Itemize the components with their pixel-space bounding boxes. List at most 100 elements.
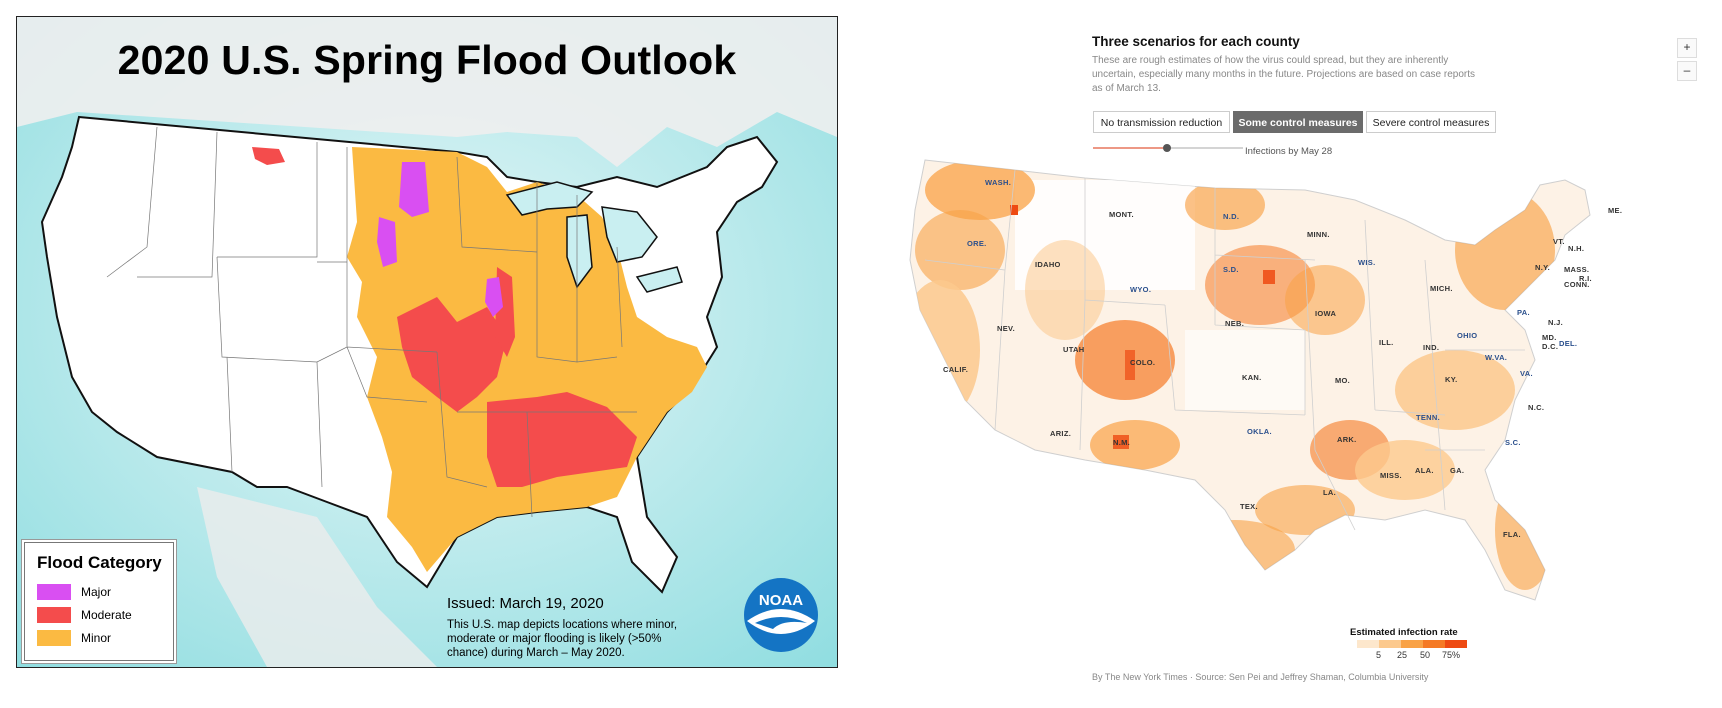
scale-swatch <box>1379 640 1402 648</box>
flood-category-legend: Flood Category Major Moderate Minor <box>24 542 174 661</box>
flood-outlook-map-panel: 2020 U.S. Spring Flood Outlook Flood Cat… <box>16 16 838 668</box>
tab-no-transmission-reduction[interactable]: No transmission reduction <box>1093 111 1230 133</box>
state-label-sc: S.C. <box>1505 438 1521 447</box>
state-label-ind: IND. <box>1423 343 1439 352</box>
state-label-nh: N.H. <box>1568 244 1584 253</box>
state-label-conn: CONN. <box>1564 280 1590 289</box>
legend-label-moderate: Moderate <box>81 607 132 622</box>
flood-major-area-red-river <box>399 162 429 217</box>
source-credit: By The New York Times · Source: Sen Pei … <box>1092 672 1429 682</box>
state-label-ark: ARK. <box>1337 435 1357 444</box>
state-borders <box>924 169 1525 531</box>
state-label-calif: CALIF. <box>943 365 968 374</box>
state-label-la: LA. <box>1323 488 1336 497</box>
map-title: 2020 U.S. Spring Flood Outlook <box>117 37 737 83</box>
state-label-idaho: IDAHO <box>1035 260 1061 269</box>
legend-label-major: Major <box>81 584 112 599</box>
state-label-fla: FLA. <box>1503 530 1521 539</box>
state-label-mich: MICH. <box>1430 284 1453 293</box>
state-label-miss: MISS. <box>1380 471 1402 480</box>
state-label-ohio: OHIO <box>1457 331 1477 340</box>
state-label-mo: MO. <box>1335 376 1350 385</box>
legend-swatch-major <box>37 583 71 600</box>
zoom-out-button[interactable]: – <box>1677 61 1697 81</box>
state-label-ill: ILL. <box>1379 338 1394 347</box>
state-label-del: DEL. <box>1559 339 1577 348</box>
state-label-vt: VT. <box>1553 237 1565 246</box>
tab-severe-control-measures[interactable]: Severe control measures <box>1366 111 1496 133</box>
state-borders <box>106 126 637 518</box>
state-label-iowa: IOWA <box>1315 309 1336 318</box>
flood-outlook-map <box>17 17 837 667</box>
state-label-nd: N.D. <box>1223 212 1239 221</box>
state-label-kan: KAN. <box>1242 373 1262 382</box>
state-label-sd: S.D. <box>1223 265 1239 274</box>
scale-title: Estimated infection rate <box>1350 627 1458 638</box>
state-label-nj: N.J. <box>1548 318 1563 327</box>
flood-moderate-area-south <box>487 392 637 487</box>
scale-swatch <box>1357 640 1380 648</box>
scale-tick: 5 <box>1376 650 1382 660</box>
map-description: This U.S. map depicts locations where mi… <box>447 619 678 659</box>
legend-swatch-minor <box>37 629 71 646</box>
state-label-ariz: ARIZ. <box>1050 429 1071 438</box>
state-label-ri: R.I. <box>1579 274 1592 283</box>
state-label-nm: N.M. <box>1113 438 1130 447</box>
state-label-ala: ALA. <box>1415 466 1434 475</box>
state-label-wva: W.VA. <box>1485 353 1507 362</box>
scale-swatch <box>1445 640 1467 648</box>
legend-item-major: Major <box>37 583 111 601</box>
state-label-dc: D.C. <box>1542 342 1558 351</box>
state-label-wyo: WYO. <box>1130 285 1151 294</box>
scale-tick: 25 <box>1397 650 1408 660</box>
state-labels: WASH. ORE. CALIF. IDAHO NEV. MONT. WYO. … <box>943 178 1622 539</box>
state-label-tex: TEX. <box>1240 502 1258 511</box>
slider-label: Infections by May 28 <box>1245 146 1333 157</box>
zoom-in-button[interactable]: + <box>1677 38 1697 58</box>
state-label-minn: MINN. <box>1307 230 1330 239</box>
scale-swatch <box>1401 640 1424 648</box>
tab-some-control-measures[interactable]: Some control measures <box>1233 111 1363 133</box>
infection-rate-scale <box>1357 640 1467 648</box>
state-label-tenn: TENN. <box>1416 413 1440 422</box>
state-label-md: MD. <box>1542 333 1557 342</box>
issued-date: Issued: March 19, 2020 <box>447 595 604 612</box>
legend-label-minor: Minor <box>81 630 112 645</box>
state-label-utah: UTAH <box>1063 345 1084 354</box>
state-label-mass: MASS. <box>1564 265 1589 274</box>
infection-rate-map: WASH. ORE. CALIF. IDAHO NEV. MONT. WYO. … <box>909 159 1622 601</box>
state-label-pa: PA. <box>1517 308 1530 317</box>
state-label-neb: NEB. <box>1225 319 1244 328</box>
noaa-logo-text: NOAA <box>759 592 803 609</box>
state-label-me: ME. <box>1608 206 1622 215</box>
date-slider[interactable] <box>1093 142 1243 154</box>
state-label-va: VA. <box>1520 369 1533 378</box>
state-label-ga: GA. <box>1450 466 1464 475</box>
state-label-ky: KY. <box>1445 375 1458 384</box>
state-label-ny: N.Y. <box>1535 263 1550 272</box>
state-label-ore: ORE. <box>967 239 987 248</box>
legend-item-moderate: Moderate <box>37 606 132 624</box>
legend-item-minor: Minor <box>37 629 111 647</box>
mexico-land <box>197 487 437 667</box>
scale-tick: 75% <box>1442 650 1461 660</box>
legend-swatch-moderate <box>37 606 71 623</box>
flood-moderate-area-montana <box>252 147 285 165</box>
state-label-wash: WASH. <box>985 178 1011 187</box>
scenarios-description: These are rough estimates of how the vir… <box>1092 55 1475 94</box>
flood-moderate-area-central <box>397 297 507 412</box>
state-label-wis: WIS. <box>1358 258 1375 267</box>
state-label-mont: MONT. <box>1109 210 1134 219</box>
scale-swatch <box>1423 640 1446 648</box>
infection-scenarios-panel: Three scenarios for each county These ar… <box>885 0 1722 708</box>
noaa-logo: NOAA <box>744 578 818 652</box>
scenarios-title: Three scenarios for each county <box>1092 34 1300 49</box>
flood-major-area-james-river <box>377 217 397 267</box>
state-label-nc: N.C. <box>1528 403 1544 412</box>
canada-land <box>17 17 837 167</box>
flood-major-area-mississippi <box>485 277 503 317</box>
legend-title: Flood Category <box>37 553 162 572</box>
slider-handle[interactable] <box>1163 144 1171 152</box>
scale-tick: 50 <box>1420 650 1431 660</box>
state-label-nev: NEV. <box>997 324 1015 333</box>
